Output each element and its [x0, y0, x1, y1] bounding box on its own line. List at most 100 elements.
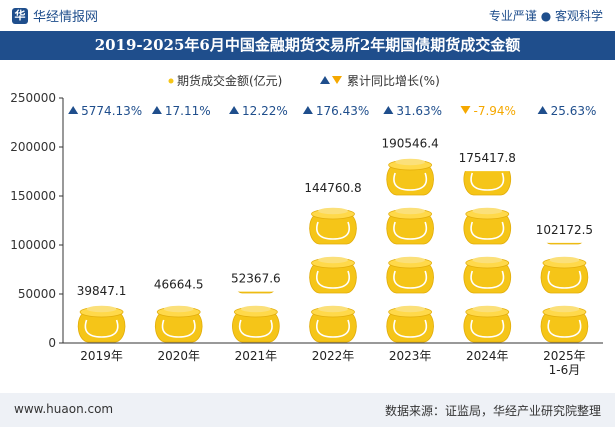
pot-coins: [472, 256, 503, 264]
pot-coins: [163, 305, 194, 313]
pot-coins: [549, 208, 579, 214]
x-tick-label: 2021年: [235, 349, 278, 363]
pot-coins: [549, 305, 580, 313]
pot-highlight: [393, 319, 428, 338]
brand-name: 华经情报网: [33, 10, 99, 25]
pot-symbol: [309, 305, 357, 343]
pot-highlight: [393, 270, 428, 289]
pot-coins: [395, 305, 426, 313]
pot-highlight: [393, 221, 428, 240]
pot-rim: [543, 209, 586, 219]
value-label: 102172.5: [536, 223, 593, 237]
pot-symbol: [386, 305, 434, 343]
pot-symbol: [309, 207, 357, 245]
growth-label: 17.11%: [165, 104, 211, 118]
value-label: 144760.8: [304, 181, 361, 195]
pot-coins: [318, 256, 348, 264]
x-tick-label: 2019年: [80, 349, 123, 363]
x-tick-label: 2023年: [389, 349, 432, 363]
pot-symbol: [77, 305, 126, 343]
growth-up-icon: [151, 106, 162, 114]
pot-symbol: [463, 207, 512, 245]
top-bar: 华 华经情报网 专业严谨 ● 客观科学: [0, 0, 615, 30]
growth-label: 5774.13%: [81, 104, 142, 118]
pot-highlight: [470, 270, 505, 289]
growth-up-icon: [302, 106, 313, 114]
y-tick-label: 250000: [10, 91, 56, 105]
pot-highlight: [84, 319, 119, 338]
legend-growth-down-icon: [332, 76, 342, 84]
pot-highlight: [393, 172, 428, 191]
pot-symbol: [234, 257, 277, 294]
pot-coins: [318, 305, 348, 313]
brand-logo-icon: 华: [12, 7, 28, 24]
value-label: 46664.5: [154, 277, 204, 291]
pot-highlight: [316, 270, 350, 289]
pot-symbol: [463, 256, 512, 294]
pot-symbol: [232, 305, 280, 343]
y-tick-label: 150000: [10, 189, 56, 203]
pot-body: [546, 242, 582, 245]
footer: www.huaon.com 数据来源：证监局，华经产业研究院整理: [0, 393, 615, 427]
value-label: 39847.1: [77, 284, 127, 298]
pot-symbol: [386, 158, 434, 196]
pot-coins: [241, 257, 271, 263]
growth-label: -7.94%: [473, 104, 515, 118]
pot-symbol: [154, 305, 203, 343]
pot-highlight: [316, 221, 350, 240]
pot-coins: [395, 158, 426, 166]
legend-amount-marker: [168, 78, 174, 84]
y-tick-label: 50000: [18, 287, 56, 301]
y-tick-label: 100000: [10, 238, 56, 252]
pot-symbol: [463, 305, 512, 343]
slogan: 专业严谨 ● 客观科学: [488, 9, 603, 23]
website-link[interactable]: www.huaon.com: [14, 402, 114, 416]
pot-coins: [395, 207, 426, 215]
pot-highlight: [316, 319, 350, 338]
chart-title: 2019-2025年6月中国金融期货交易所2年期国债期货成交金额: [0, 31, 615, 60]
growth-label: 31.63%: [396, 104, 442, 118]
y-tick-label: 0: [48, 336, 56, 350]
brand: 华 华经情报网: [12, 6, 98, 25]
pot-highlight: [547, 270, 582, 289]
value-label: 175417.8: [459, 151, 516, 165]
data-source: 数据来源：证监局，华经产业研究院整理: [384, 404, 601, 418]
pot-highlight: [161, 319, 196, 338]
pot-coins: [549, 256, 580, 264]
pot-highlight: [470, 319, 505, 338]
pot-coins: [318, 207, 348, 215]
x-tick-label: 2020年: [157, 349, 200, 363]
x-tick-label: 2025年: [543, 349, 586, 363]
growth-label: 176.43%: [316, 104, 369, 118]
growth-label: 12.22%: [242, 104, 288, 118]
pot-symbol: [309, 256, 357, 294]
pot-symbol: [386, 256, 434, 294]
x-tick-label: 2024年: [466, 349, 509, 363]
pictorial-bar-chart: 0 50000 100000 150000 200000 250000 期货成交金额(亿元)…: [10, 73, 603, 377]
pot-symbol: [540, 305, 589, 343]
pot-body: [463, 171, 512, 196]
growth-up-icon: [68, 106, 79, 114]
pot-coins: [395, 256, 426, 264]
pot-coins: [86, 305, 117, 313]
growth-up-icon: [229, 106, 240, 114]
legend-growth-label: 累计同比增长(%): [347, 74, 440, 88]
pot-symbol: [463, 171, 512, 196]
pot-symbol: [386, 207, 434, 245]
pot-symbol: [540, 256, 589, 294]
pot-highlight: [470, 172, 505, 191]
growth-up-icon: [537, 106, 548, 114]
growth-down-icon: [460, 106, 471, 114]
x-tick-label: 1-6月: [549, 363, 581, 377]
pot-highlight: [470, 221, 505, 240]
growth-label: 25.63%: [551, 104, 597, 118]
pot-coins: [472, 207, 503, 215]
pot-rim: [234, 258, 277, 268]
x-tick-label: 2022年: [312, 349, 355, 363]
legend-amount-label: 期货成交金额(亿元): [177, 73, 282, 88]
value-label: 52367.6: [231, 272, 281, 286]
value-label: 190546.4: [382, 136, 439, 150]
pot-highlight: [238, 319, 273, 338]
growth-up-icon: [383, 106, 394, 114]
y-tick-label: 200000: [10, 140, 56, 154]
